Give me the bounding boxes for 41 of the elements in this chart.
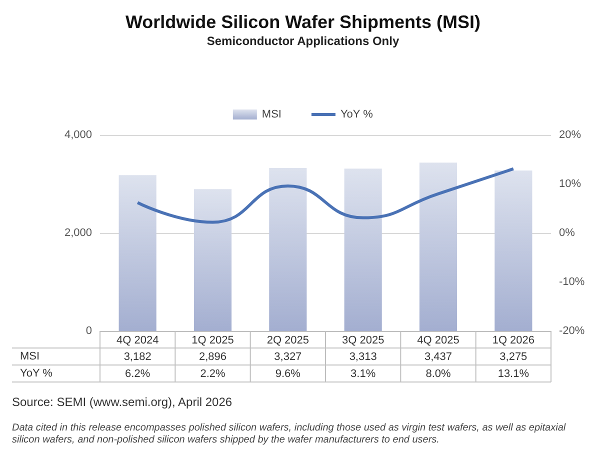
chart-title: Worldwide Silicon Wafer Shipments (MSI) [125,12,481,32]
source-note: Source: SEMI (www.semi.org), April 2026 [12,395,232,409]
bar [118,175,156,331]
y2-tick-label: -10% [559,276,585,288]
data-label: 13.1% [498,368,530,380]
data-label: 3,182 [124,351,152,363]
bar [344,168,382,331]
data-label: 3,437 [424,351,452,363]
legend-label: MSI [262,108,282,120]
bar [194,189,232,331]
data-label: 2,896 [198,351,227,363]
data-label: 3,275 [500,351,528,363]
data-label: 2.2% [200,368,226,380]
text: Data cited in this release encompasses polished silicon wafers, including those used as virgin test wafers, as well as epitaxial silicon wafers, and non-polished silicon wafers shipped by the wafer manufacturers to end users. [12,422,568,446]
y-tick-label: 4,000 [64,129,92,141]
x-tick-label: 1Q 2026 [492,334,535,346]
bar [494,170,532,331]
y2-tick-label: -20% [559,325,585,337]
line-series [136,167,515,224]
x-tick-label: 3Q 2025 [342,334,384,346]
text: YoY % [20,368,52,380]
data-label: 3,327 [274,351,302,363]
y-tick-label: 2,000 [64,227,92,239]
bar [269,168,307,331]
x-tick-label: 4Q 2024 [116,334,159,346]
x-tick-label: 1Q 2025 [192,334,234,346]
chart-subtitle: Semiconductor Applications Only [206,34,400,48]
y-tick-label: 0 [86,325,92,337]
y2-tick-label: 20% [559,129,582,141]
y2-tick-label: 0% [559,227,576,239]
x-tick-label: 4Q 2025 [417,334,460,346]
data-label: 8.0% [426,368,451,380]
bar [419,162,458,331]
y2-tick-label: 10% [559,178,582,190]
data-label: 3.1% [350,368,376,380]
data-label: 3,313 [349,351,377,363]
data-label: 6.2% [125,368,150,380]
text: MSI [20,350,40,362]
legend-label: YoY % [340,108,374,120]
data-label: 9.6% [275,368,301,380]
x-tick-label: 2Q 2025 [266,334,310,346]
